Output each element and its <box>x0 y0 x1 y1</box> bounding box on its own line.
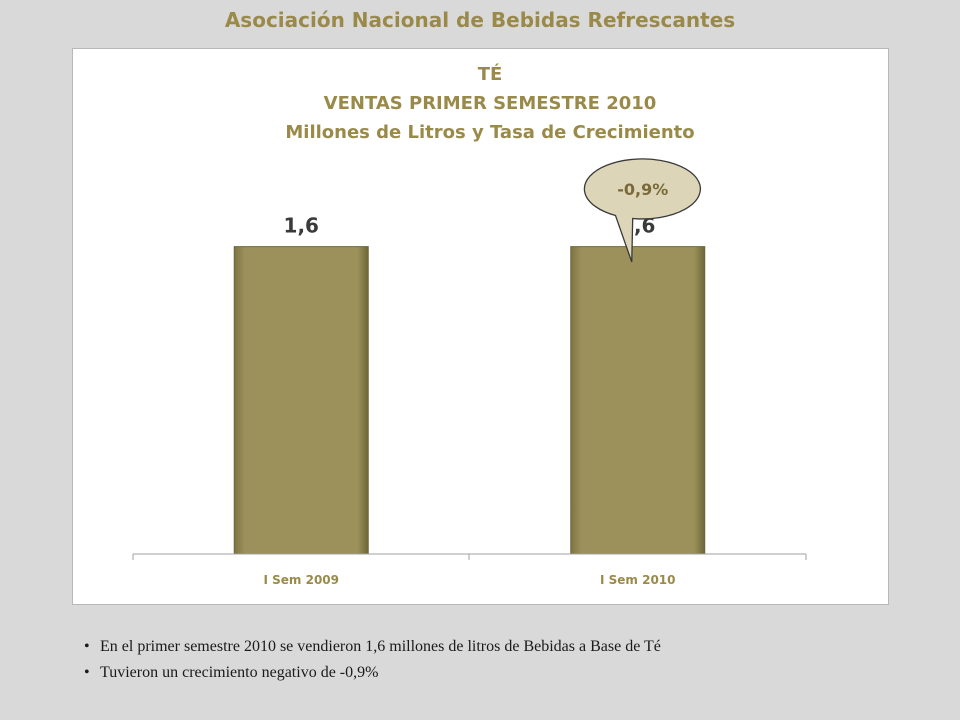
slide-title: Asociación Nacional de Bebidas Refrescan… <box>224 8 736 32</box>
note-text: En el primer semestre 2010 se vendieron … <box>100 638 661 655</box>
bar-1 <box>570 246 706 555</box>
note-item: • Tuvieron un crecimiento negativo de -0… <box>84 660 924 686</box>
chart-title-line-1: TÉ <box>478 63 503 85</box>
bar-0 <box>233 246 369 555</box>
notes-list: • En el primer semestre 2010 se vendiero… <box>84 634 924 686</box>
bullet-icon: • <box>84 638 90 655</box>
bullet-icon: • <box>84 664 90 681</box>
bar-chart: TÉ VENTAS PRIMER SEMESTRE 2010 Millones … <box>132 63 807 587</box>
callout-bubble <box>583 158 702 263</box>
chart-title-line-3: Millones de Litros y Tasa de Crecimiento <box>285 122 694 143</box>
x-tick-label-0: I Sem 2009 <box>263 573 339 587</box>
ticks-layer: I Sem 2009 I Sem 2010 <box>263 573 675 587</box>
growth-callout: -0,9% <box>583 158 702 263</box>
callout-text: -0,9% <box>617 180 668 199</box>
note-text: Tuvieron un crecimiento negativo de -0,9… <box>100 664 379 681</box>
data-label-0: 1,6 <box>284 214 319 238</box>
note-item: • En el primer semestre 2010 se vendiero… <box>84 634 924 660</box>
x-tick-label-1: I Sem 2010 <box>600 573 676 587</box>
bars-layer <box>233 246 706 555</box>
chart-title-line-2: VENTAS PRIMER SEMESTRE 2010 <box>324 93 657 114</box>
labels-layer: 1,6 1,6 <box>284 214 656 238</box>
chart-panel: TÉ VENTAS PRIMER SEMESTRE 2010 Millones … <box>72 48 889 605</box>
